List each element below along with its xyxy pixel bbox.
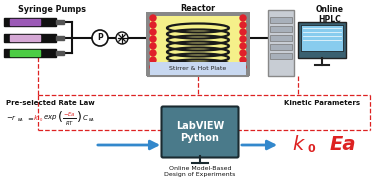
Circle shape bbox=[240, 50, 246, 56]
Text: $_0$: $_0$ bbox=[39, 117, 43, 124]
Circle shape bbox=[150, 43, 156, 49]
Text: P: P bbox=[97, 33, 103, 43]
Bar bbox=[56, 20, 64, 24]
Bar bbox=[268, 10, 294, 76]
Text: Syringe Pumps: Syringe Pumps bbox=[18, 5, 86, 14]
Text: LabVIEW
Python: LabVIEW Python bbox=[176, 121, 224, 143]
Bar bbox=[246, 12, 250, 76]
Circle shape bbox=[150, 36, 156, 42]
Bar bbox=[4, 34, 56, 42]
Bar bbox=[270, 35, 292, 41]
Bar bbox=[146, 12, 250, 16]
Text: Online
HPLC: Online HPLC bbox=[316, 5, 344, 24]
Text: Online Model-Based
Design of Experiments: Online Model-Based Design of Experiments bbox=[164, 166, 236, 177]
Circle shape bbox=[240, 29, 246, 35]
Bar bbox=[301, 25, 343, 51]
Text: $_{BA}$: $_{BA}$ bbox=[88, 117, 95, 124]
Text: $-r$: $-r$ bbox=[6, 114, 17, 122]
Bar bbox=[56, 51, 64, 55]
Circle shape bbox=[150, 22, 156, 28]
Text: $RT$: $RT$ bbox=[65, 119, 74, 127]
Text: Kinetic Parameters: Kinetic Parameters bbox=[284, 100, 360, 106]
Circle shape bbox=[116, 32, 128, 44]
Text: $k$: $k$ bbox=[33, 114, 39, 122]
Text: Ea: Ea bbox=[330, 136, 356, 154]
Circle shape bbox=[92, 30, 108, 46]
Bar bbox=[270, 17, 292, 23]
Text: (: ( bbox=[58, 112, 63, 125]
Text: $-Ea$: $-Ea$ bbox=[63, 109, 76, 118]
Text: Stirrer & Hot Plate: Stirrer & Hot Plate bbox=[169, 66, 227, 71]
Text: 0: 0 bbox=[308, 144, 315, 154]
Circle shape bbox=[150, 15, 156, 21]
Text: $exp$: $exp$ bbox=[43, 114, 58, 122]
Bar bbox=[146, 12, 150, 76]
Text: $=$: $=$ bbox=[26, 115, 35, 121]
Text: $k$: $k$ bbox=[292, 136, 306, 154]
Circle shape bbox=[240, 36, 246, 42]
Circle shape bbox=[240, 15, 246, 21]
Circle shape bbox=[240, 64, 246, 70]
Circle shape bbox=[150, 29, 156, 35]
Bar bbox=[10, 19, 40, 25]
Bar bbox=[10, 50, 40, 56]
Circle shape bbox=[240, 43, 246, 49]
Circle shape bbox=[240, 22, 246, 28]
Circle shape bbox=[150, 64, 156, 70]
Bar bbox=[270, 44, 292, 50]
Circle shape bbox=[150, 50, 156, 56]
Bar bbox=[4, 18, 56, 26]
Bar bbox=[4, 49, 56, 57]
Bar bbox=[270, 26, 292, 32]
Circle shape bbox=[150, 57, 156, 63]
Bar bbox=[298, 22, 346, 58]
Text: Reactor: Reactor bbox=[180, 4, 215, 13]
Text: $C$: $C$ bbox=[82, 114, 89, 122]
Text: Pre-selected Rate Law: Pre-selected Rate Law bbox=[6, 100, 95, 106]
Bar bbox=[150, 62, 246, 75]
Bar bbox=[10, 35, 40, 41]
Text: ): ) bbox=[77, 112, 82, 125]
Bar bbox=[56, 36, 64, 40]
Circle shape bbox=[240, 57, 246, 63]
Bar bbox=[148, 14, 248, 76]
Bar bbox=[270, 53, 292, 59]
Text: $_{BA}$: $_{BA}$ bbox=[17, 117, 24, 124]
FancyBboxPatch shape bbox=[162, 106, 238, 157]
